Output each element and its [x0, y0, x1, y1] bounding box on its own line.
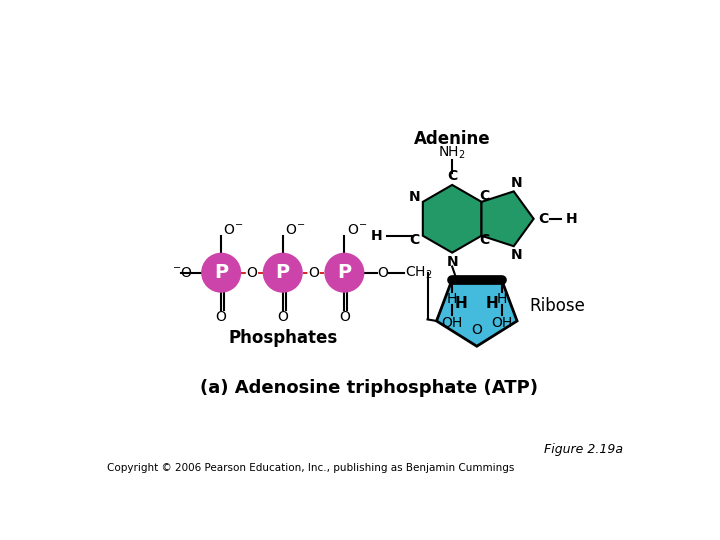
- Text: O: O: [277, 310, 288, 325]
- Text: Copyright © 2006 Pearson Education, Inc., publishing as Benjamin Cummings: Copyright © 2006 Pearson Education, Inc.…: [107, 462, 515, 472]
- Text: Phosphates: Phosphates: [228, 329, 338, 347]
- Text: P: P: [214, 263, 228, 282]
- Text: OH: OH: [441, 316, 462, 330]
- Text: H: H: [497, 292, 507, 306]
- Text: N: N: [510, 176, 523, 190]
- Text: H: H: [566, 212, 577, 226]
- Text: Figure 2.19a: Figure 2.19a: [544, 443, 623, 456]
- Text: O: O: [308, 266, 319, 280]
- Polygon shape: [436, 280, 517, 346]
- Text: N: N: [446, 255, 458, 269]
- Text: C: C: [447, 168, 457, 183]
- Polygon shape: [482, 191, 534, 246]
- Text: C: C: [538, 212, 548, 226]
- Text: C: C: [410, 233, 420, 247]
- Circle shape: [324, 253, 364, 293]
- Text: O$^{-}$: O$^{-}$: [346, 222, 367, 237]
- Text: Adenine: Adenine: [414, 130, 490, 148]
- Text: O: O: [472, 323, 482, 337]
- Text: H: H: [371, 229, 383, 243]
- Text: H: H: [446, 292, 457, 306]
- Text: N: N: [409, 190, 420, 204]
- Text: Ribose: Ribose: [530, 297, 585, 315]
- Text: OH: OH: [491, 316, 513, 330]
- Text: H: H: [455, 296, 468, 311]
- Text: NH$_2$: NH$_2$: [438, 144, 466, 161]
- Text: P: P: [276, 263, 290, 282]
- Polygon shape: [423, 185, 482, 253]
- Text: O: O: [377, 266, 388, 280]
- Text: C: C: [480, 188, 490, 202]
- Text: O$^{-}$: O$^{-}$: [285, 222, 305, 237]
- Text: $^{-}$O: $^{-}$O: [172, 266, 193, 280]
- Text: N: N: [510, 248, 523, 262]
- Text: CH$_2$: CH$_2$: [405, 265, 432, 281]
- Text: C: C: [480, 233, 490, 247]
- Circle shape: [201, 253, 241, 293]
- Text: (a) Adenosine triphosphate (ATP): (a) Adenosine triphosphate (ATP): [200, 379, 538, 397]
- Text: O$^{-}$: O$^{-}$: [223, 222, 243, 237]
- Circle shape: [263, 253, 303, 293]
- Text: P: P: [337, 263, 351, 282]
- Text: O: O: [246, 266, 257, 280]
- Text: H: H: [486, 296, 498, 311]
- Text: O: O: [339, 310, 350, 325]
- Text: O: O: [216, 310, 227, 325]
